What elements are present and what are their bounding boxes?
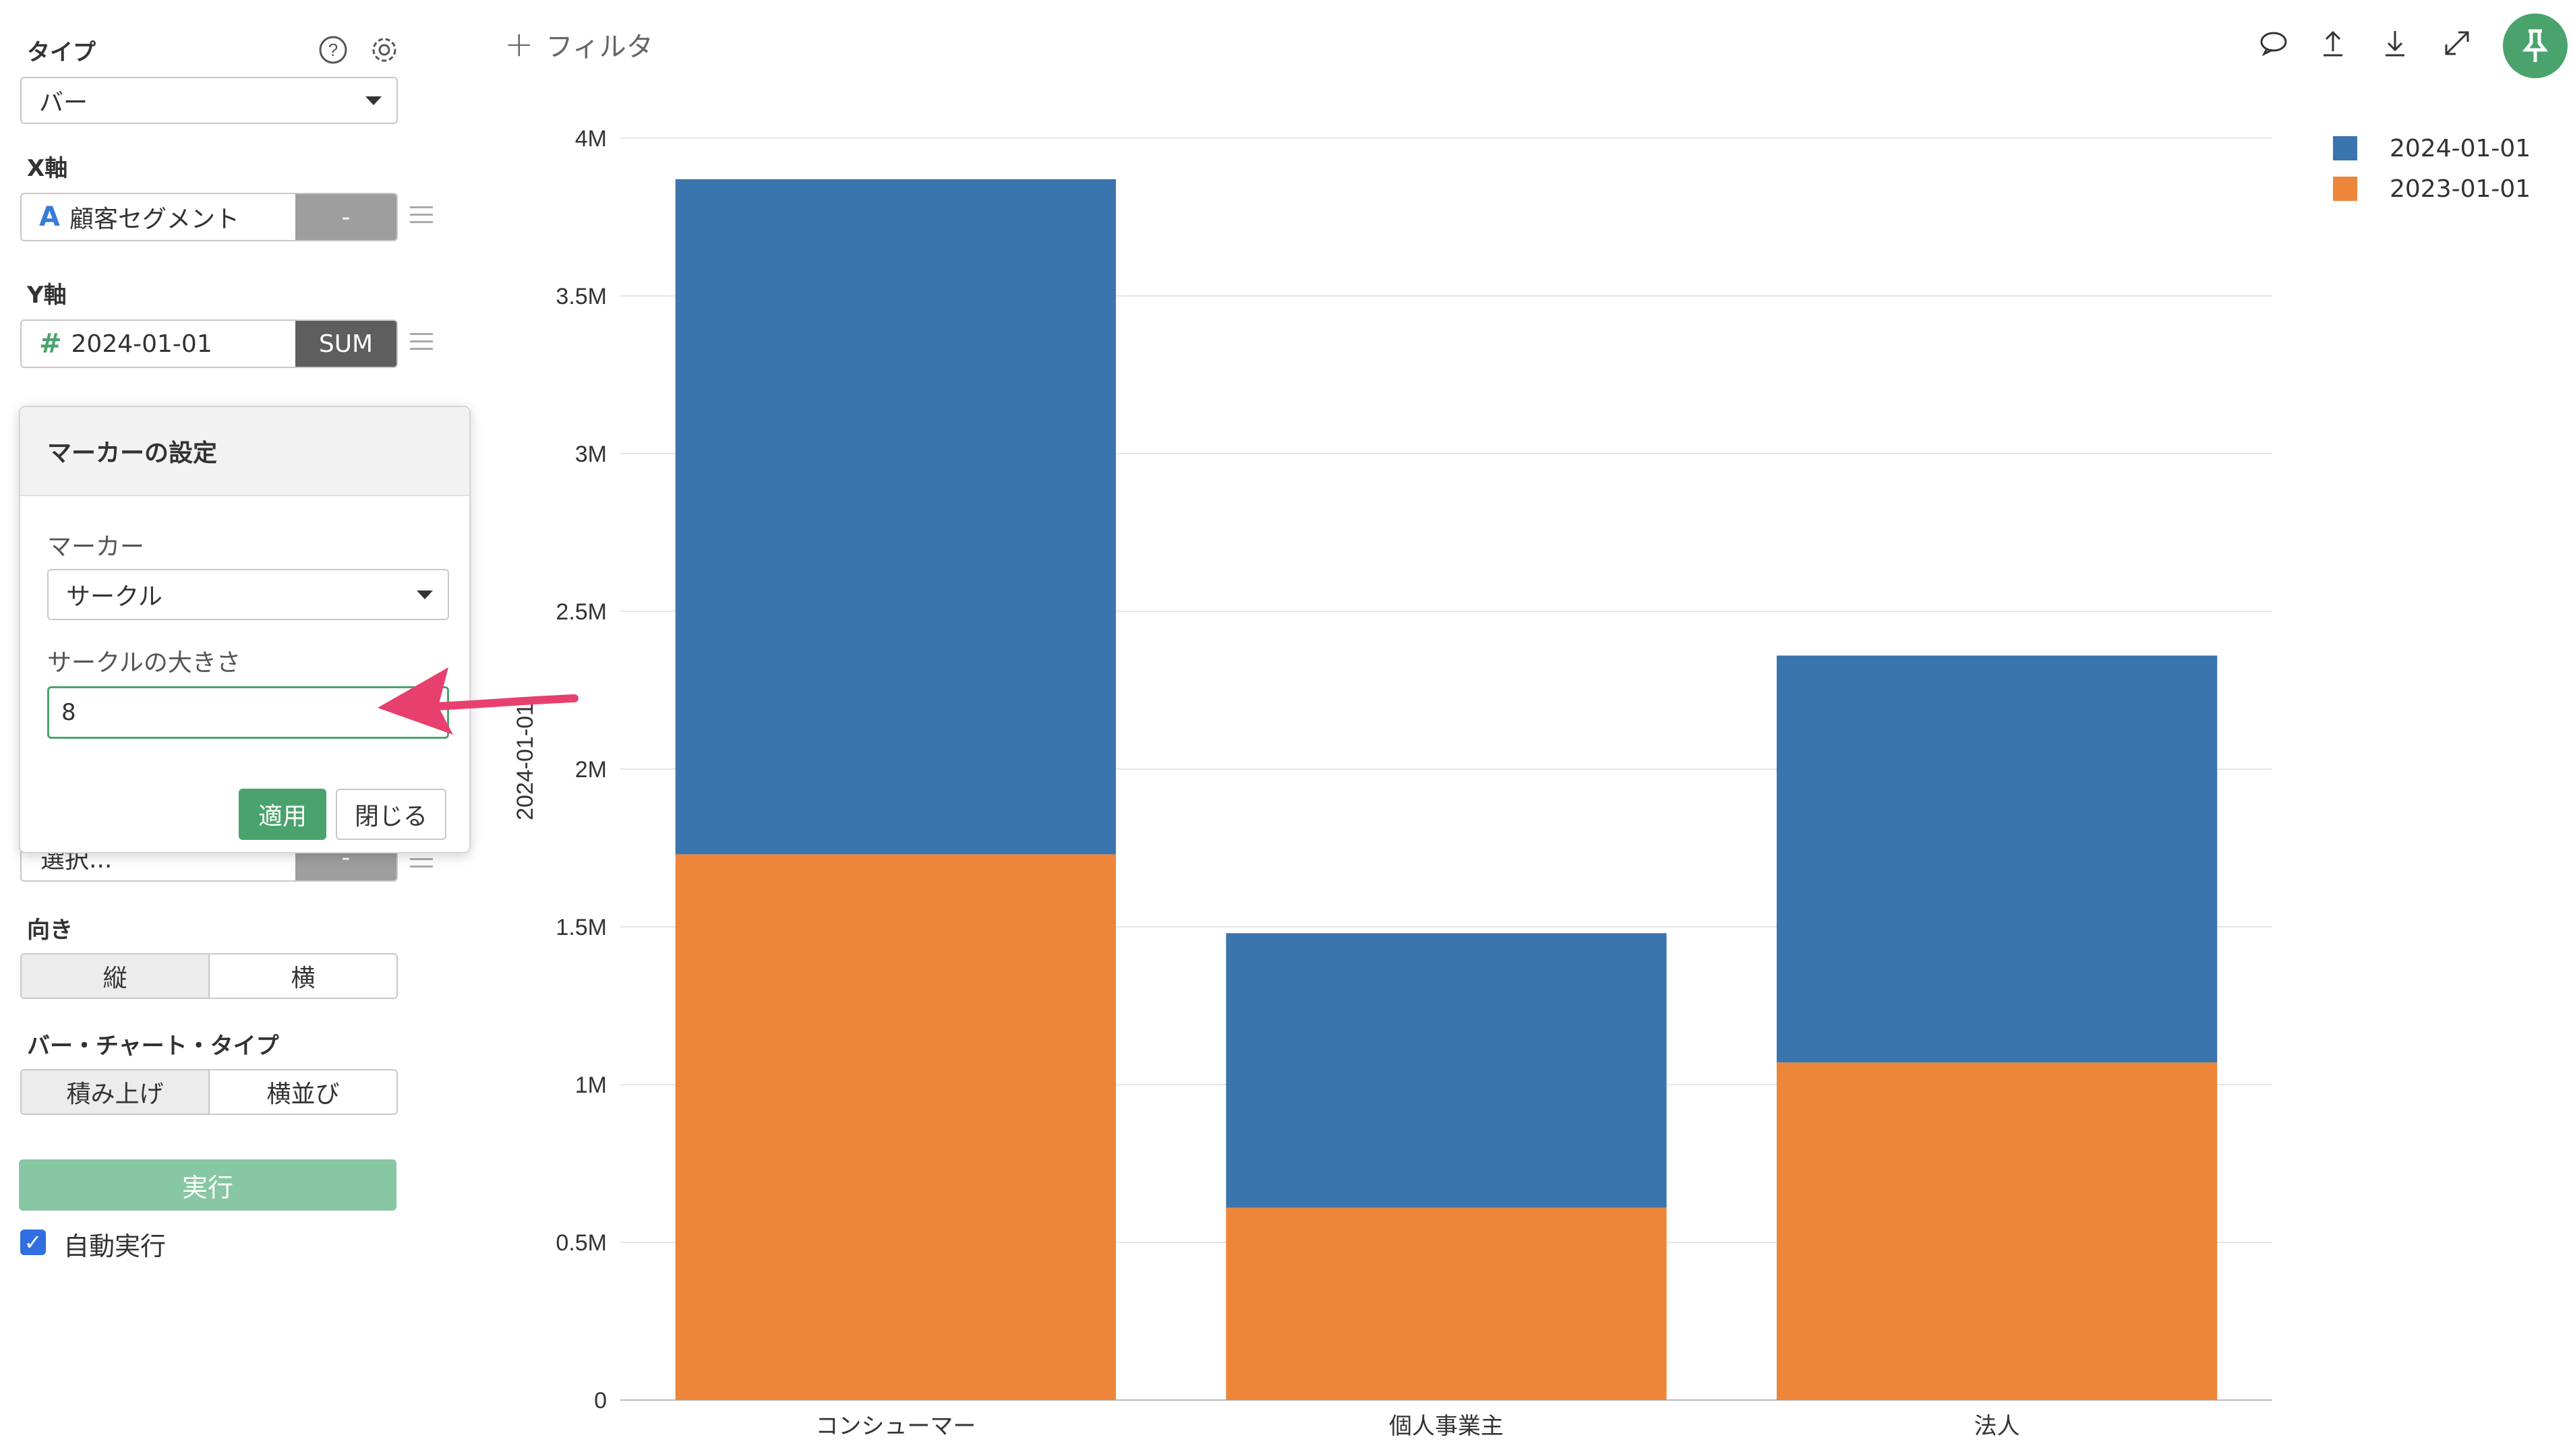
bar-segment-2024-01-01[interactable] <box>1226 933 1667 1208</box>
y-tick-label: 0 <box>594 1388 607 1414</box>
marker-select-value: サークル <box>66 583 162 611</box>
orientation-horizontal[interactable]: 横 <box>208 954 396 998</box>
bar-segment-2023-01-01[interactable] <box>1226 1207 1667 1400</box>
chevron-down-icon <box>417 590 433 599</box>
bar-chart-type-label: バー・チャート・タイプ <box>27 1033 279 1060</box>
auto-run-label: 自動実行 <box>63 1232 167 1261</box>
y-axis-menu-icon[interactable] <box>410 333 433 352</box>
orientation-label: 向き <box>27 917 73 944</box>
x-axis-field[interactable]: A 顧客セグメント - <box>20 193 398 241</box>
marker-label: マーカー <box>47 533 145 561</box>
y-axis-field-name: 2024-01-01 <box>71 330 212 358</box>
bar-type-stacked[interactable]: 積み上げ <box>22 1070 208 1114</box>
y-tick-label: 0.5M <box>556 1230 607 1256</box>
orientation-vertical[interactable]: 縦 <box>22 954 208 998</box>
y-tick-label: 4M <box>575 126 607 152</box>
legend-label: 2023-01-01 <box>2390 175 2531 203</box>
bar-chart-type-toggle: 積み上げ 横並び <box>20 1069 398 1115</box>
svg-text:?: ? <box>328 40 338 60</box>
circle-size-input[interactable]: 8 <box>47 686 449 739</box>
legend-item-2024[interactable]: 2024-01-01 <box>2333 128 2531 169</box>
pin-icon[interactable] <box>2503 13 2568 78</box>
bar-segment-2023-01-01[interactable] <box>675 854 1116 1400</box>
comment-icon[interactable] <box>2255 24 2293 62</box>
marker-settings-popover: マーカーの設定 マーカー サークル サークルの大きさ 8 適用 閉じる <box>19 406 471 853</box>
plus-icon: + <box>504 24 534 65</box>
y-tick-label: 1.5M <box>556 915 607 940</box>
y-axis-field[interactable]: # 2024-01-01 SUM <box>20 320 398 368</box>
type-label: タイプ <box>27 39 96 66</box>
y-tick-label: 2M <box>575 757 607 783</box>
circle-size-value: 8 <box>61 699 76 726</box>
x-axis-label: X軸 <box>27 155 68 182</box>
legend-label: 2024-01-01 <box>2390 134 2531 162</box>
chart-type-select[interactable]: バー <box>20 77 398 124</box>
y-axis-label: Y軸 <box>27 282 67 309</box>
x-tick-label: 法人 <box>1974 1414 2020 1439</box>
chart-legend: 2024-01-01 2023-01-01 <box>2333 128 2531 209</box>
auto-run-checkbox[interactable]: ✓ <box>20 1230 46 1255</box>
text-type-icon: A <box>39 202 60 233</box>
orientation-toggle: 縦 横 <box>20 953 398 999</box>
x-axis-field-name: 顧客セグメント <box>69 206 239 233</box>
marker-select[interactable]: サークル <box>47 569 449 620</box>
y-tick-label: 1M <box>575 1072 607 1098</box>
close-button[interactable]: 閉じる <box>336 789 446 840</box>
bar-segment-2023-01-01[interactable] <box>1777 1062 2218 1400</box>
x-tick-label: 個人事業主 <box>1389 1414 1504 1439</box>
legend-swatch <box>2333 136 2357 160</box>
annotation-arrow <box>378 667 579 735</box>
y-tick-label: 3M <box>575 442 607 467</box>
expand-icon[interactable] <box>2438 24 2476 62</box>
apply-button[interactable]: 適用 <box>239 789 326 840</box>
legend-item-2023[interactable]: 2023-01-01 <box>2333 169 2531 209</box>
y-tick-label: 3.5M <box>556 284 607 309</box>
download-icon[interactable] <box>2376 24 2414 62</box>
add-filter-button[interactable]: + フィルタ <box>504 24 653 65</box>
number-type-icon: # <box>39 328 62 359</box>
legend-swatch <box>2333 177 2357 201</box>
y-tick-label: 2.5M <box>556 599 607 625</box>
bar-segment-2024-01-01[interactable] <box>675 179 1116 855</box>
help-icon[interactable]: ? <box>317 34 349 66</box>
bar-type-side-by-side[interactable]: 横並び <box>208 1070 396 1114</box>
chart-type-value: バー <box>39 89 88 117</box>
x-axis-aggregation[interactable]: - <box>295 194 396 240</box>
bar-segment-2024-01-01[interactable] <box>1777 655 2218 1063</box>
y-axis-aggregation[interactable]: SUM <box>295 321 396 367</box>
circle-size-label: サークルの大きさ <box>47 649 241 677</box>
popover-title: マーカーの設定 <box>20 407 469 496</box>
x-axis-menu-icon[interactable] <box>410 206 433 225</box>
chevron-down-icon <box>365 96 382 105</box>
upload-icon[interactable] <box>2314 24 2352 62</box>
run-button[interactable]: 実行 <box>19 1159 396 1211</box>
x-tick-label: コンシューマー <box>815 1414 976 1439</box>
y-axis-title: 2024-01-01 <box>512 703 538 820</box>
gear-icon[interactable] <box>368 34 401 66</box>
filter-label: フィルタ <box>545 32 653 63</box>
